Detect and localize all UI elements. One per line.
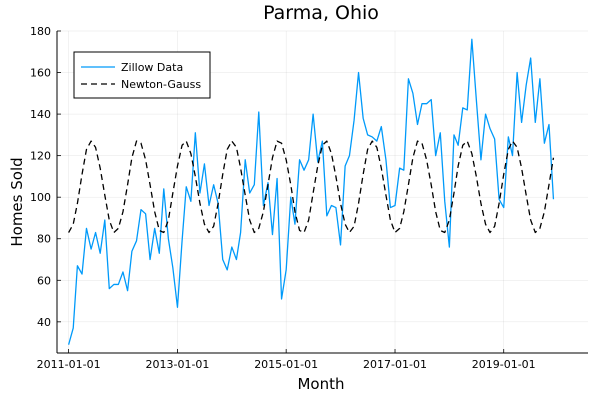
y-tick-label: 140 — [30, 108, 51, 121]
y-tick-label: 180 — [30, 25, 51, 38]
x-tick-label: 2015-01-01 — [254, 358, 318, 371]
series-layer — [67, 38, 555, 345]
y-tick-label: 80 — [37, 233, 51, 246]
series-line-zillow-data — [67, 38, 555, 345]
legend-label-newton-gauss: Newton-Gauss — [121, 78, 201, 91]
y-tick-label: 160 — [30, 67, 51, 80]
y-tick-label: 120 — [30, 150, 51, 163]
legend: Zillow Data Newton-Gauss — [73, 51, 211, 99]
x-tick-label: 2013-01-01 — [145, 358, 209, 371]
x-axis-title: Month — [297, 375, 344, 393]
legend-label-zillow: Zillow Data — [121, 61, 183, 74]
x-tick-label: 2019-01-01 — [472, 358, 536, 371]
y-axis-title: Homes Sold — [8, 157, 26, 246]
y-tick-label: 60 — [37, 274, 51, 287]
y-tick-label: 100 — [30, 191, 51, 204]
x-tick-label: 2017-01-01 — [363, 358, 427, 371]
legend-box — [73, 51, 211, 99]
x-tick-label: 2011-01-01 — [37, 358, 101, 371]
y-tick-label: 40 — [37, 316, 51, 329]
chart-title: Parma, Ohio — [263, 2, 379, 24]
axes: 40 60 80 100 120 140 160 180 2011-01-01 2013-01-0… — [30, 25, 588, 371]
